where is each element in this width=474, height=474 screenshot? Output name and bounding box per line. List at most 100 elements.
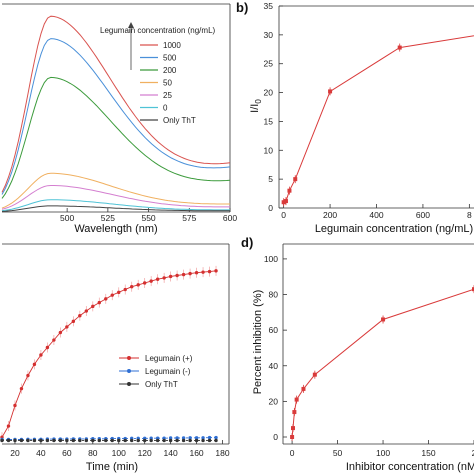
panel-b-y-axis-label: I/I0 [249,99,263,113]
panel-b-y-tick-label: 0 [268,203,273,213]
panel-c-point-legumain_plus [130,285,134,289]
panel-b-y-tick-label: 15 [264,116,274,126]
panel-c-point-legumain_plus [194,271,199,275]
panel-c-x-tick-label: 60 [62,448,72,458]
panel-c-x-ticks: 20 40 60 80 100 120 140 160 180 [10,440,230,458]
panel-b-x-tick-label: 600 [416,210,430,220]
panel-c-point-only_tht [188,438,192,443]
panel-a-x-tick-label: 500 [60,213,74,223]
panel-c-point-legumain_plus [65,325,69,329]
panel-c-point-legumain_plus [91,304,95,309]
panel-b-point [281,200,286,205]
panel-d-y-tick-label: 80 [269,290,279,300]
panel-d-label: d) [241,235,253,250]
panel-b-point [293,177,298,182]
panel-c-point-legumain_plus [19,386,24,391]
panel-b-point [328,89,333,94]
panel-c-point-only_tht [175,438,179,443]
panel-c-point-legumain_minus [214,435,218,440]
panel-c-point-legumain_plus [32,362,37,367]
panel-d-point [291,426,296,431]
panel-c-point-only_tht [97,438,101,443]
panel-c-point-only_tht [0,438,4,443]
panel-c-point-only_tht [58,438,63,443]
panel-b-y-tick-label: 25 [264,59,274,69]
panel-c-legend: Legumain (+) Legumain (-) Only ThT [119,354,193,389]
panel-d-point [381,317,386,322]
panel-c-x-tick-label: 100 [112,448,126,458]
panel-c-point-only_tht [71,438,76,443]
panel-c-point-only_tht [117,438,121,443]
panel-b-point [283,199,288,204]
panel-c-point-legumain_plus [52,338,56,342]
panel-c-point-only_tht [52,438,56,443]
panel-d-y-tick-label: 60 [269,325,279,335]
panel-c-point-only_tht [168,438,173,443]
panel-c-x-tick-label: 120 [138,448,152,458]
panel-a-legend-title: Legumain concentration (ng/mL) [100,26,216,35]
panel-c-point-legumain_plus [155,277,160,281]
panel-c-point-legumain_minus [194,436,199,440]
panel-a-spectrum-0 [1,15,231,193]
panel-d-point [312,372,317,377]
panel-d-point [301,386,306,391]
panel-c-point-legumain_minus [175,436,179,440]
panel-d-point [472,287,474,292]
panel-c-point-only_tht [130,438,134,443]
panel-d-x-tick-label: 150 [421,448,435,458]
panel-a-x-tick-label: 525 [101,213,115,223]
panel-c-point-only_tht [123,438,127,443]
panel-b-x-axis-label: Legumain concentration (ng/mL) [315,223,473,235]
panel-c-x-tick-label: 160 [189,448,203,458]
panel-c-legend-label: Legumain (-) [145,367,191,376]
panel-c-point-only_tht [84,438,89,443]
panel-c-point-legumain_plus [168,274,173,279]
panel-c-point-legumain_plus [175,273,179,278]
panel-b-x-tick-label: 8 [467,210,472,220]
panel-d-series [290,285,474,441]
panel-c-point-legumain_plus [123,287,127,292]
panel-b-x-tick-label: 400 [369,210,383,220]
panel-c-point-only_tht [149,438,153,443]
panel-c-point-only_tht [45,438,50,443]
panel-c-point-only_tht [181,438,186,443]
panel-c-point-legumain_minus [188,436,192,440]
panel-a-plot-area [2,3,231,213]
panel-b-label: b) [236,0,248,15]
panel-c-point-legumain_plus [78,314,82,318]
panel-c-point-legumain_plus [97,300,101,305]
panel-c-point-only_tht [104,438,108,443]
panel-c-point-only_tht [110,438,114,443]
panel-a-legend-label: 50 [163,79,172,88]
panel-c-point-legumain_plus [188,271,192,276]
panel-a-legend-label: 500 [163,54,177,63]
panel-b-x-tick-label: 0 [281,210,286,220]
panel-d-x-tick-label: 0 [290,448,295,458]
panel-d-y-axis-label: Percent inhibition (%) [252,290,264,395]
panel-d-point [294,397,299,402]
panel-c-point-legumain_minus [181,436,186,440]
panel-c-point-legumain_plus [214,269,218,273]
panel-c-point-legumain_plus [117,290,121,295]
panel-c-point-legumain_plus [162,276,166,280]
panel-c-point-legumain_plus [136,283,140,287]
panel-c-point-legumain_plus [13,403,17,408]
panel-c-point-legumain_plus [201,270,205,274]
panel-a-legend-label: 1000 [163,41,181,50]
panel-a-x-tick-label: 575 [182,213,196,223]
panel-b-line [283,35,474,203]
panel-c-point-legumain_plus [71,319,76,324]
panel-b-x-tick-label: 200 [323,210,337,220]
panel-b-point [397,45,402,50]
panel-d-ticks: 0 20 40 60 80 100 0 50 100 150 2 [264,254,474,458]
panel-c-point-only_tht [39,438,43,443]
panel-c-point-only_tht [142,438,147,443]
panel-a-x-tick-label: 600 [223,213,237,223]
panel-c-point-legumain_plus [84,309,89,313]
panel-c-legend-marker [127,382,131,386]
panel-d-point [292,410,297,415]
panel-a-arrow-head [128,22,134,28]
panel-d-y-tick-label: 100 [264,254,278,264]
panel-c-kinetics: 20 40 60 80 100 120 140 160 180 Legumain (+)Legu… [0,243,230,473]
panel-d-x-tick-label: 50 [333,448,343,458]
